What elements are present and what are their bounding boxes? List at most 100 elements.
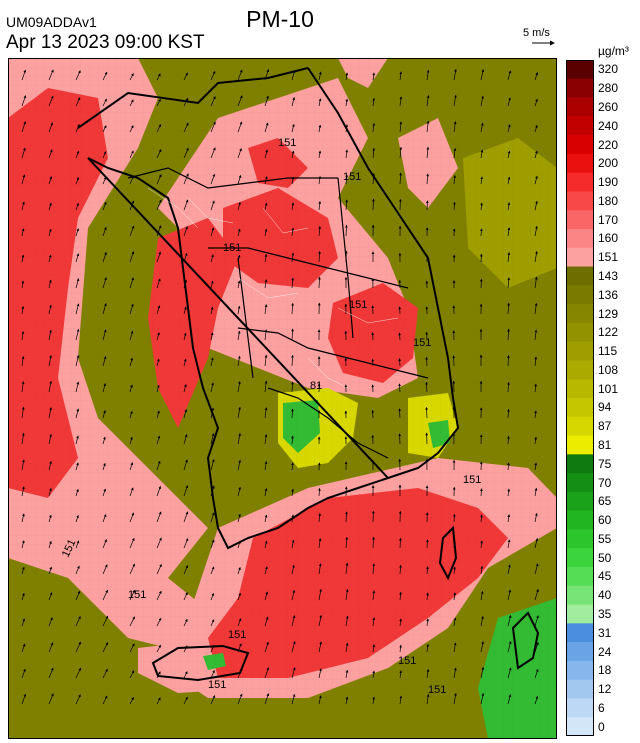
wind-arrow	[21, 254, 25, 263]
wind-arrow	[534, 98, 538, 107]
colorbar-swatch-70	[566, 473, 594, 493]
colorbar-label-65: 65	[598, 494, 612, 509]
wind-arrow	[102, 277, 107, 289]
wind-arrow	[129, 410, 133, 419]
wind-arrow	[372, 644, 376, 653]
wind-arrow	[345, 98, 349, 107]
wind-arrow	[399, 670, 403, 679]
wind-arrow	[399, 146, 403, 159]
wind-arrow	[291, 176, 295, 185]
wind-arrow	[210, 254, 214, 263]
wind-arrow	[534, 588, 539, 601]
wind-arrow	[345, 669, 349, 679]
wind-arrow	[480, 228, 483, 237]
colorbar-swatch-65	[566, 491, 594, 512]
colorbar-label-81: 81	[598, 437, 612, 452]
wind-arrow	[453, 540, 456, 549]
wind-arrow	[21, 513, 25, 523]
coastline	[77, 67, 540, 682]
colorbar-label-280: 280	[598, 81, 619, 96]
wind-arrow	[507, 694, 512, 705]
wind-arrow	[102, 513, 107, 523]
colorbar-label-18: 18	[598, 663, 612, 678]
wind-arrow	[237, 668, 243, 679]
wind-arrow	[21, 432, 25, 445]
contour-label: 151	[208, 679, 226, 691]
wind-arrow	[75, 488, 79, 497]
wind-arrow	[129, 643, 135, 653]
wind-arrow	[129, 303, 134, 315]
wind-arrow	[48, 95, 54, 107]
wind-arrow	[318, 487, 321, 497]
wind-arrow	[237, 381, 241, 393]
wind-arrow	[156, 332, 160, 341]
wind-arrow	[210, 121, 216, 133]
wind-arrow	[507, 640, 512, 653]
colorbar-swatch-40	[566, 585, 594, 606]
wind-arrow	[534, 512, 538, 523]
wind-arrow	[183, 645, 188, 653]
wind-arrow	[318, 225, 322, 237]
wind-arrow	[345, 562, 349, 575]
wind-arrow	[507, 277, 511, 289]
wind-arrow	[398, 383, 401, 393]
wind-arrow	[183, 618, 188, 627]
wind-arrow	[48, 540, 52, 549]
wind-arrow	[156, 590, 162, 601]
wind-arrow	[318, 98, 322, 107]
wind-arrow	[75, 354, 80, 367]
wind-arrow	[291, 693, 296, 705]
colorbar-swatch-129	[566, 304, 594, 324]
wind-arrow	[210, 669, 215, 679]
colorbar-label-70: 70	[598, 475, 612, 490]
wind-arrow	[318, 175, 322, 185]
wind-arrow	[183, 696, 188, 705]
colorbar-swatch-115	[566, 341, 594, 361]
wind-arrow	[210, 147, 216, 159]
wind-arrow	[480, 565, 484, 575]
wind-arrow	[102, 410, 106, 419]
colorbar-swatch-45	[566, 567, 594, 587]
wind-arrow	[21, 618, 25, 627]
wind-arrow	[210, 512, 215, 523]
wind-arrow	[318, 71, 322, 81]
wind-arrow	[48, 642, 54, 653]
wind-arrow	[507, 514, 511, 523]
wind-arrow	[264, 616, 269, 627]
colorbar-swatch-101	[566, 379, 594, 399]
wind-arrow	[399, 564, 402, 575]
contour-label: 151	[228, 629, 246, 641]
wind-arrow	[480, 122, 484, 133]
colorbar-swatch-87	[566, 416, 594, 437]
wind-arrow	[399, 695, 403, 705]
wind-arrow	[210, 485, 215, 497]
wind-arrow	[21, 331, 25, 341]
wind-arrow	[372, 617, 376, 627]
wind-arrow	[372, 696, 376, 705]
wind-arrow	[264, 202, 268, 211]
wind-arrow	[183, 306, 187, 315]
colorbar-label-101: 101	[598, 381, 619, 396]
wind-arrow	[264, 540, 268, 549]
wind-arrow	[480, 666, 485, 679]
wind-arrow	[534, 436, 538, 445]
wind-arrow	[264, 461, 268, 471]
colorbar-swatch-81	[566, 435, 594, 455]
colorbar-swatch-24	[566, 642, 594, 662]
wind-arrow	[399, 591, 402, 601]
wind-arrow	[210, 332, 214, 341]
wind-arrow	[507, 381, 510, 393]
wind-arrow	[399, 618, 402, 627]
wind-arrow	[183, 538, 189, 549]
wind-arrow	[426, 173, 430, 185]
wind-arrow	[102, 564, 108, 575]
wind-arrow	[75, 540, 80, 549]
wind-arrow	[210, 382, 214, 393]
wind-arrow	[345, 588, 349, 601]
wind-arrow	[291, 302, 295, 315]
wind-arrow	[156, 617, 162, 627]
wind-arrow	[507, 328, 510, 341]
colorbar-label-220: 220	[598, 137, 619, 152]
wind-arrow	[345, 199, 349, 211]
wind-arrow	[318, 124, 322, 133]
